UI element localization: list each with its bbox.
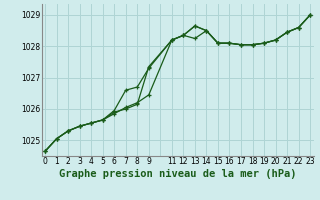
X-axis label: Graphe pression niveau de la mer (hPa): Graphe pression niveau de la mer (hPa) bbox=[59, 169, 296, 179]
